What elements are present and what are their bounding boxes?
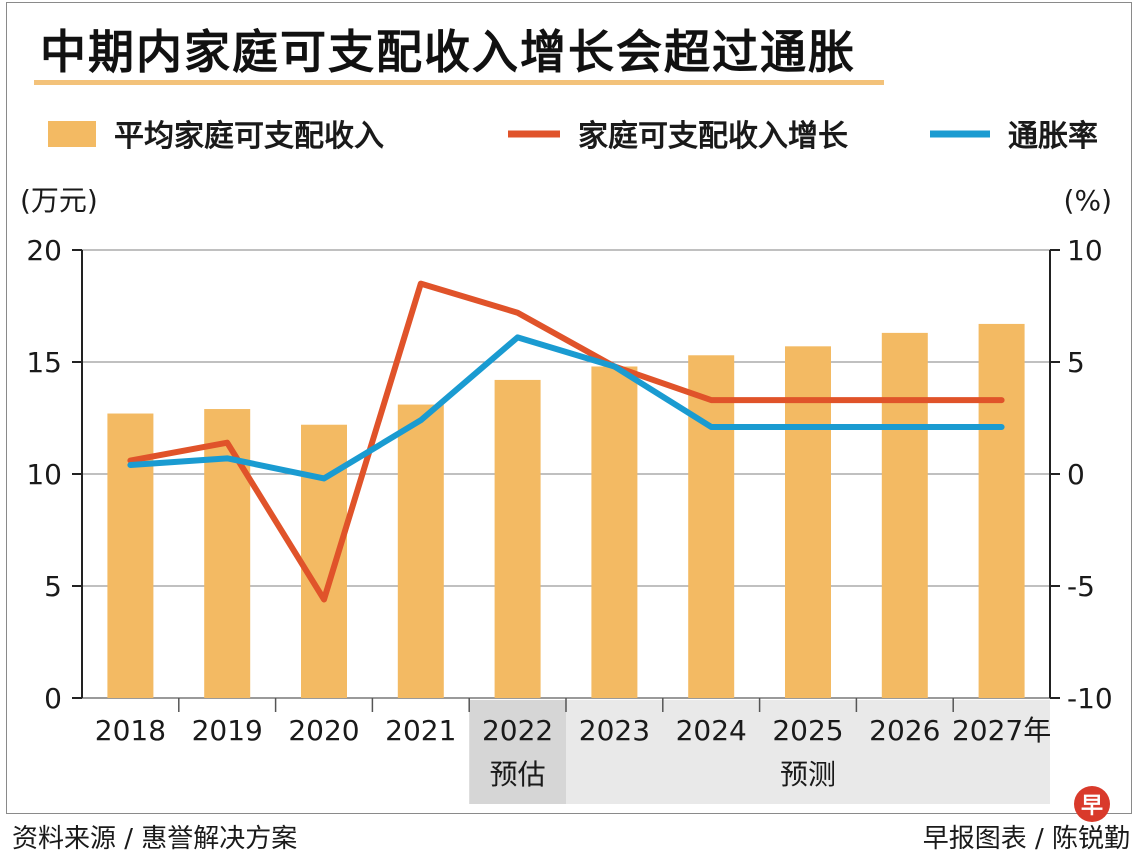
bar-2024: [688, 355, 735, 698]
category-label-2018: 2018: [95, 714, 166, 747]
bar-2022: [494, 379, 541, 698]
category-label-2025: 2025: [772, 714, 843, 747]
category-label-2023: 2023: [579, 714, 650, 747]
right-tick-label: -10: [1067, 682, 1113, 715]
category-label-2021: 2021: [385, 714, 456, 747]
category-label-2022: 2022: [482, 714, 553, 747]
legend-label-inflation: 通胀率: [1008, 119, 1098, 154]
category-label-2026: 2026: [869, 714, 940, 747]
bar-2023: [591, 366, 638, 698]
band-0: [469, 700, 566, 804]
left-tick-label: 15: [26, 346, 62, 379]
category-label-2020: 2020: [288, 714, 359, 747]
legend-swatch-bar: [48, 121, 96, 147]
category-label-2024: 2024: [676, 714, 747, 747]
right-tick-label: 5: [1067, 346, 1085, 379]
publisher-logo: 早: [1074, 786, 1110, 822]
left-tick-label: 5: [44, 570, 62, 603]
source-credit: 资料来源 / 惠誉解决方案: [12, 824, 298, 854]
line-inflation: [127, 334, 1005, 482]
left-axis-unit: (万元): [20, 184, 98, 217]
bar-2025: [785, 346, 831, 698]
legend-label-income-growth: 家庭可支配收入增长: [578, 119, 848, 154]
band-label-1: 预测: [780, 758, 836, 791]
right-tick-label: -5: [1067, 570, 1095, 603]
legend-label-bar: 平均家庭可支配收入: [114, 119, 384, 154]
title-underline: [34, 80, 884, 85]
left-tick-label: 10: [26, 458, 62, 491]
bar-2019: [204, 409, 251, 698]
band-1: [566, 700, 1050, 804]
line-income-growth: [127, 280, 1005, 603]
graphic-credit: 早报图表 / 陈锐勤: [922, 824, 1130, 854]
band-label-0: 预估: [490, 758, 546, 791]
category-label-2019: 2019: [192, 714, 263, 747]
bar-2026: [881, 332, 928, 698]
left-tick-label: 0: [44, 682, 62, 715]
right-tick-label: 0: [1067, 458, 1085, 491]
right-axis-unit: (%): [1064, 184, 1112, 217]
left-tick-label: 20: [26, 234, 62, 267]
category-label-2027年: 2027年: [952, 714, 1051, 747]
bar-2027年: [978, 323, 1025, 698]
chart-title: 中期内家庭可支配收入增长会超过通胀: [40, 25, 856, 79]
right-tick-label: 10: [1067, 234, 1103, 267]
bar-2021: [397, 404, 444, 698]
